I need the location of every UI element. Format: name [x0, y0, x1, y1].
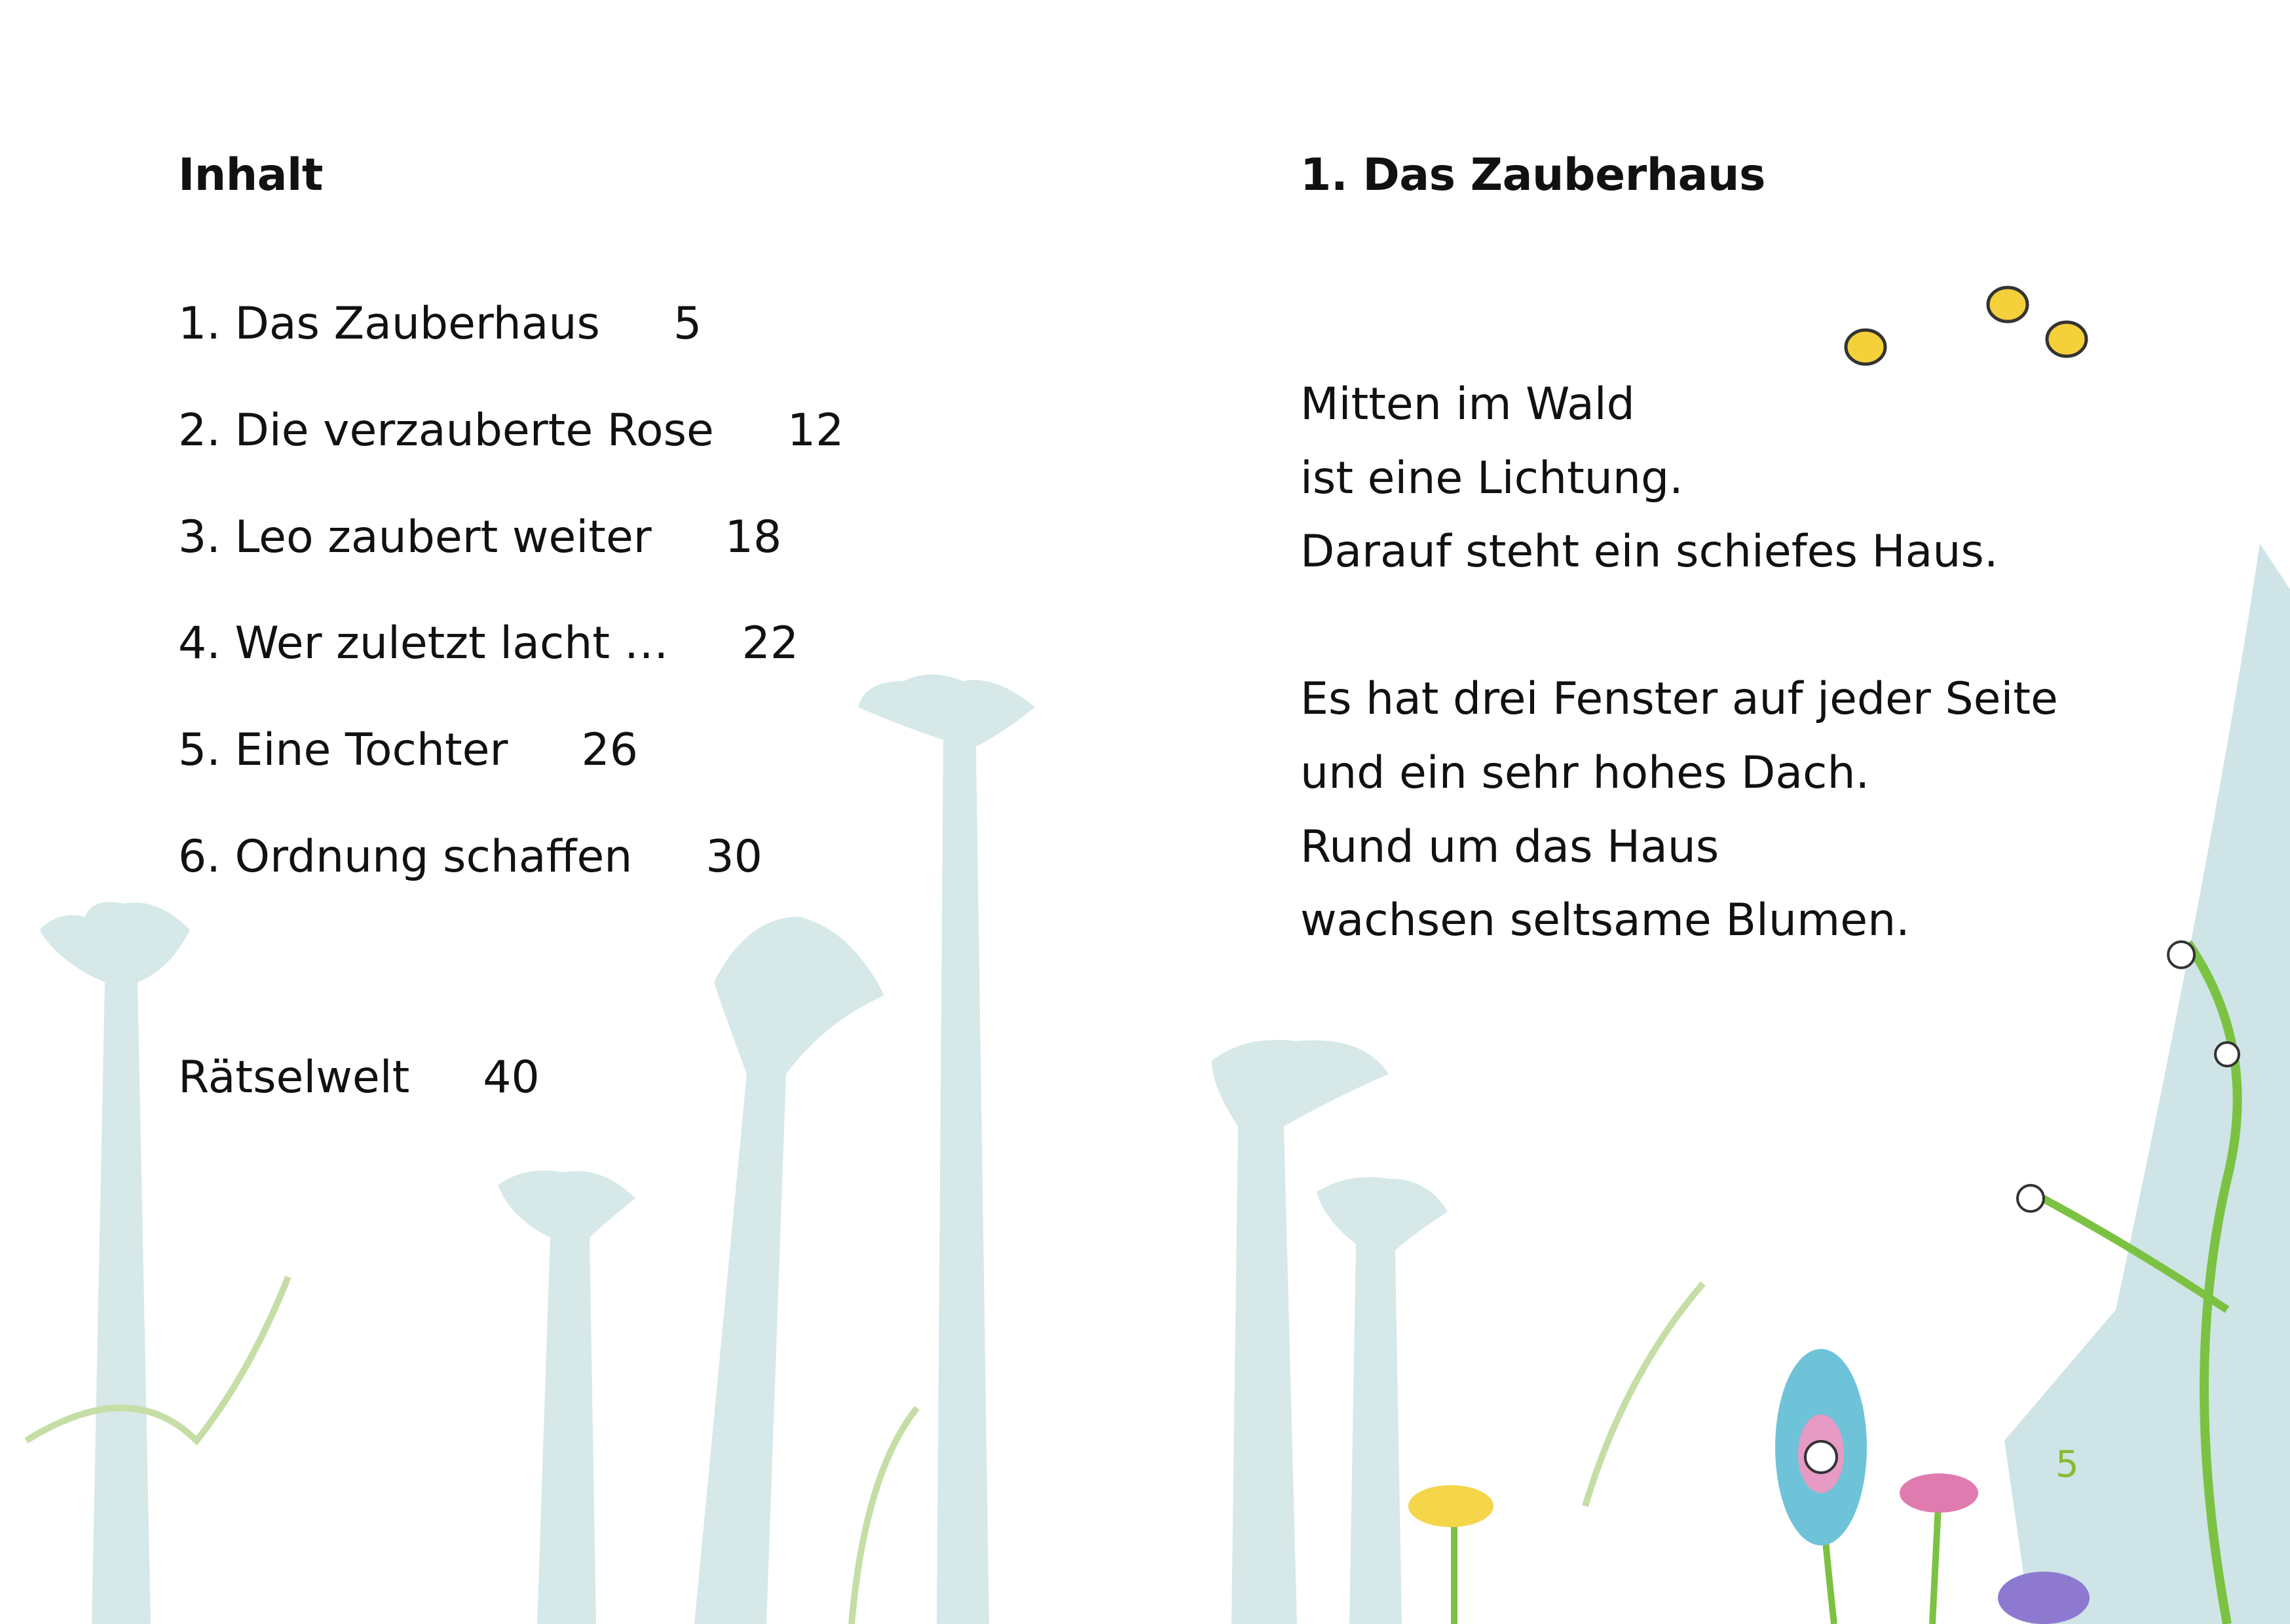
flowers: [1408, 940, 2242, 1624]
toc-item[interactable]: 1. Das Zauberhaus 5: [178, 298, 702, 350]
toc-item[interactable]: 3. Leo zaubert weiter 18: [178, 511, 781, 564]
toc-item-raetselwelt[interactable]: Rätselwelt 40: [178, 1052, 540, 1104]
toc-title: Rätselwelt: [178, 1052, 410, 1103]
paragraph-gap: [1300, 589, 2058, 663]
tree-silhouettes: [39, 674, 1448, 1624]
pale-vines: [24, 1276, 1706, 1624]
toc-title: 5. Eine Tochter: [178, 724, 508, 776]
toc-title: 3. Leo zaubert weiter: [178, 511, 652, 563]
toc-title: 4. Wer zuletzt lacht …: [178, 618, 669, 669]
toc-page-number: 30: [705, 831, 762, 883]
bees: [1844, 286, 2088, 366]
toc-heading: Inhalt: [178, 149, 323, 201]
toc-item[interactable]: 2. Die verzauberte Rose 12: [178, 405, 844, 457]
toc-page-number: 40: [483, 1052, 540, 1103]
toc-item[interactable]: 5. Eine Tochter 26: [178, 724, 638, 777]
text-line: ist eine Lichtung.: [1300, 452, 1683, 504]
text-line: wachsen seltsame Blumen.: [1300, 895, 1910, 947]
text-line: Mitten im Wald: [1300, 378, 1635, 430]
toc-page-number: 5: [673, 298, 702, 350]
toc-title: 6. Ordnung schaffen: [178, 831, 633, 883]
toc-page-number: 22: [741, 618, 799, 669]
text-line: Es hat drei Fenster auf jeder Seite: [1300, 673, 2058, 726]
toc-title: 1. Das Zauberhaus: [178, 298, 600, 350]
page-number: 5: [2055, 1443, 2079, 1486]
toc-page-number: 26: [581, 724, 638, 776]
toc-item[interactable]: 4. Wer zuletzt lacht … 22: [178, 618, 798, 670]
story-text: Mitten im Wald ist eine Lichtung. Darauf…: [1300, 368, 2058, 958]
text-line: Rund um das Haus: [1300, 821, 1719, 873]
text-line: Darauf steht ein schiefes Haus.: [1300, 526, 1999, 578]
chapter-heading: 1. Das Zauberhaus: [1300, 149, 1765, 201]
toc-page-number: 12: [787, 405, 844, 456]
house: [2004, 544, 2290, 1624]
toc-title: 2. Die verzauberte Rose: [178, 405, 714, 456]
toc-item[interactable]: 6. Ordnung schaffen 30: [178, 831, 762, 883]
toc-page-number: 18: [724, 511, 782, 563]
text-line: und ein sehr hohes Dach.: [1300, 747, 1870, 799]
